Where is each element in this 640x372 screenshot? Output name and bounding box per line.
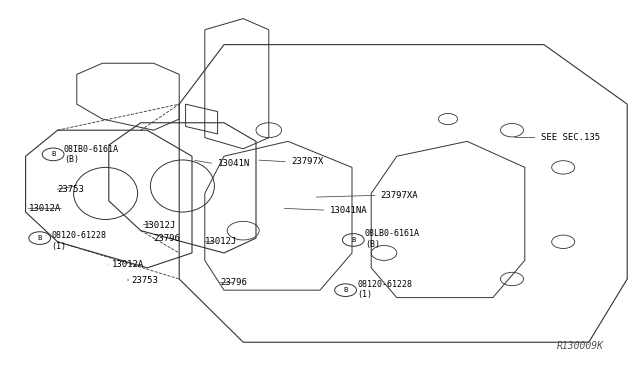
Text: SEE SEC.135: SEE SEC.135	[541, 133, 600, 142]
Text: B: B	[351, 237, 355, 243]
Text: 13012J: 13012J	[144, 221, 176, 230]
Text: 13012A: 13012A	[112, 260, 144, 269]
Text: 08LB0-6161A
(B): 08LB0-6161A (B)	[365, 230, 420, 249]
Text: 23797X: 23797X	[291, 157, 323, 166]
Text: B: B	[51, 151, 55, 157]
Text: 13041N: 13041N	[218, 159, 250, 168]
Text: B: B	[344, 287, 348, 293]
Text: B: B	[38, 235, 42, 241]
Text: R130009K: R130009K	[557, 341, 604, 351]
Text: 08120-61228
(1): 08120-61228 (1)	[357, 280, 412, 299]
Text: 13012J: 13012J	[205, 237, 237, 246]
Text: 23796: 23796	[221, 278, 248, 287]
Text: 23797XA: 23797XA	[381, 191, 419, 200]
Text: 23796: 23796	[154, 234, 180, 243]
Text: 13041NA: 13041NA	[330, 206, 367, 215]
Text: 13012A: 13012A	[29, 204, 61, 213]
Text: 23753: 23753	[58, 185, 84, 194]
Text: 08120-61228
(1): 08120-61228 (1)	[51, 231, 106, 251]
Text: 23753: 23753	[131, 276, 158, 285]
Text: 08IB0-6161A
(B): 08IB0-6161A (B)	[64, 145, 119, 164]
